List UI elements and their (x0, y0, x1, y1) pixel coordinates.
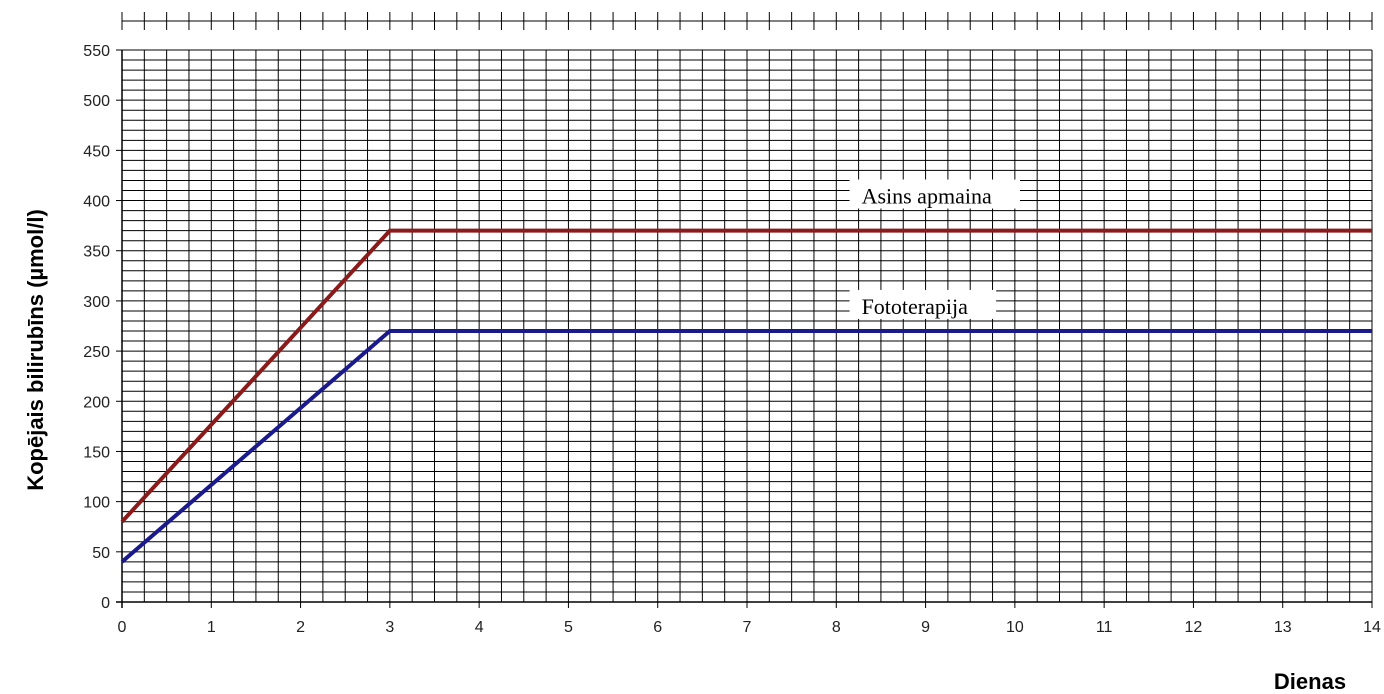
x-tick-label: 4 (475, 619, 484, 636)
x-tick-label: 8 (832, 619, 841, 636)
annotation: Asins apmaina (849, 179, 1020, 209)
series-lines (120, 228, 1372, 564)
x-tick-label: 14 (1363, 619, 1381, 636)
x-tick-label: 0 (118, 619, 127, 636)
x-tick-label: 10 (1006, 619, 1024, 636)
y-tick-label: 350 (83, 244, 110, 261)
series-line (120, 329, 1372, 564)
top-ruler (121, 12, 1373, 30)
y-tick-label: 150 (83, 444, 110, 461)
x-axis-title: Dienas (1274, 669, 1346, 694)
y-tick-label: 250 (83, 344, 110, 361)
annotation-background (849, 179, 1020, 209)
y-axis-title: Kopējais bilirubīns (µmol/l) (23, 209, 48, 491)
chart-grid (121, 49, 1373, 603)
x-tick-label: 1 (207, 619, 216, 636)
x-tick-label: 13 (1274, 619, 1292, 636)
x-tick-label: 5 (564, 619, 573, 636)
y-tick-label: 50 (92, 545, 110, 562)
y-tick-labels: 0 50 100 150 200 250 300 350 400 450 500 550 (83, 43, 122, 612)
x-tick-labels: 0 1 2 3 4 5 6 7 8 9 10 11 12 13 14 (118, 602, 1381, 636)
x-tick-label: 3 (385, 619, 394, 636)
y-tick-label: 0 (101, 595, 110, 612)
y-tick-label: 500 (83, 93, 110, 110)
x-tick-label: 9 (921, 619, 930, 636)
series-line (120, 228, 1372, 524)
x-tick-label: 12 (1185, 619, 1203, 636)
x-tick-label: 2 (296, 619, 305, 636)
y-tick-label: 200 (83, 394, 110, 411)
annotation-background (849, 289, 997, 319)
x-tick-label: 11 (1096, 619, 1113, 636)
y-tick-label: 300 (83, 294, 110, 311)
y-tick-label: 450 (83, 143, 110, 160)
x-tick-label: 7 (743, 619, 752, 636)
annotation-label: Fototerapija (862, 294, 969, 319)
y-tick-label: 550 (83, 43, 110, 60)
y-tick-label: 400 (83, 194, 110, 211)
annotation: Fototerapija (849, 289, 997, 319)
annotation-label: Asins apmaina (862, 184, 992, 209)
y-tick-label: 100 (83, 495, 110, 512)
annotations: Asins apmaina Fototerapija (849, 179, 1020, 319)
x-tick-label: 6 (653, 619, 662, 636)
chart-axes (116, 50, 1372, 608)
